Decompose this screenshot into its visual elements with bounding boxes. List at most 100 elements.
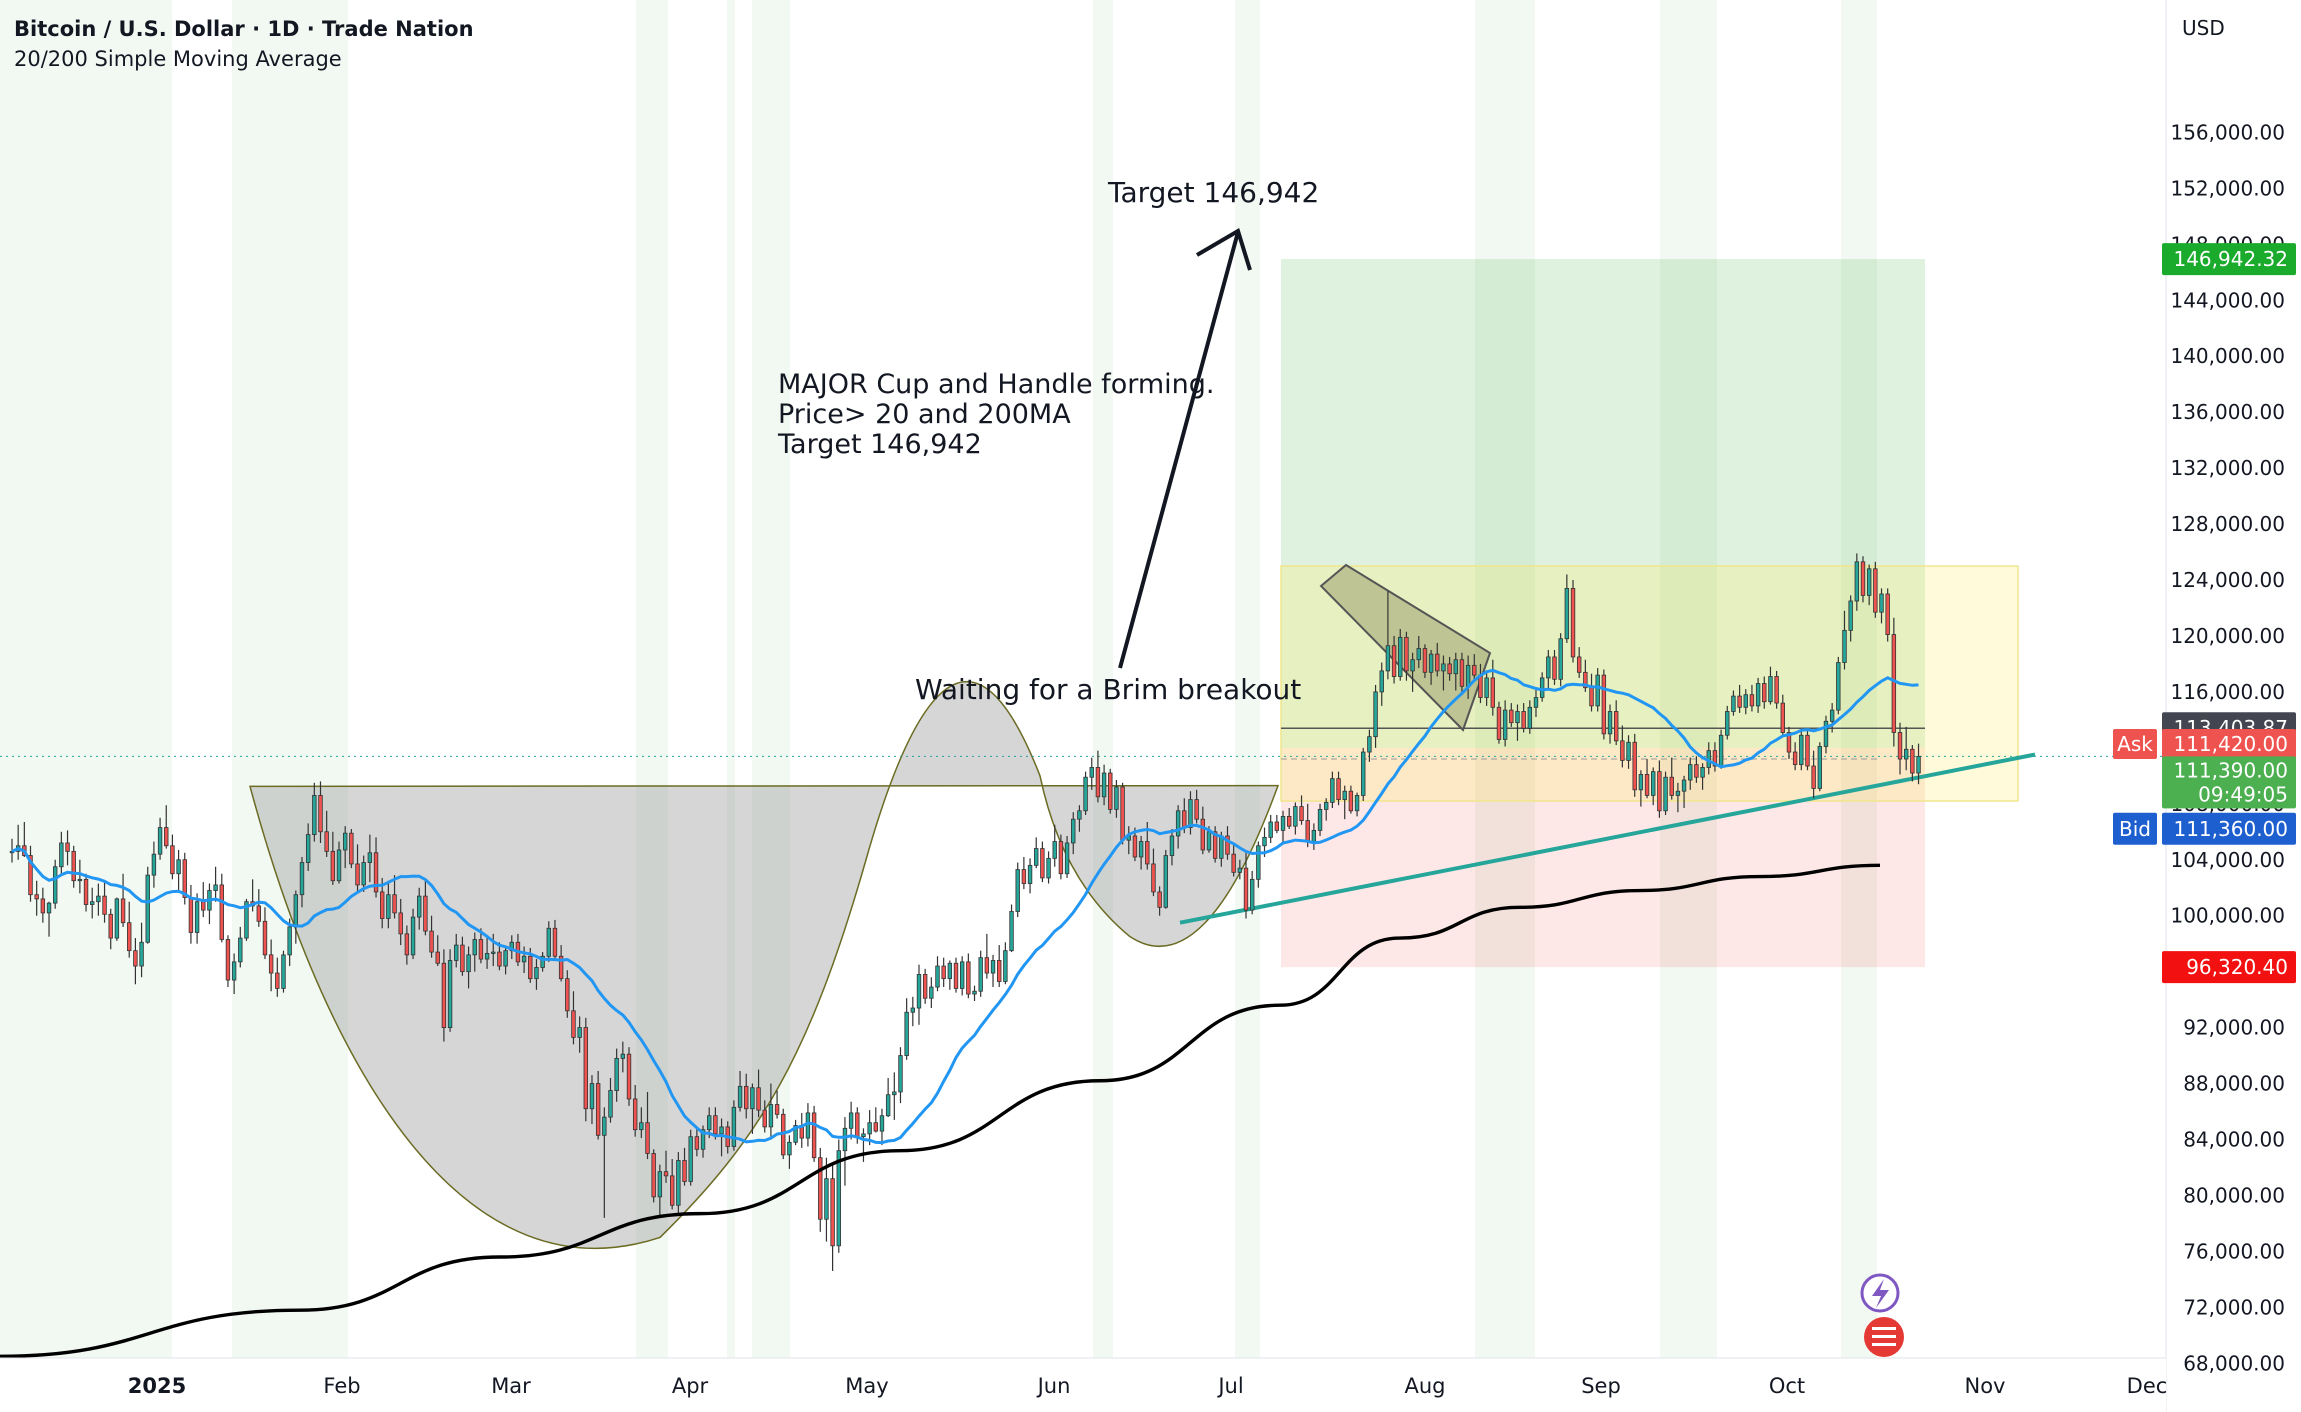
candle-body [1595, 674, 1600, 707]
candle-body [238, 937, 243, 963]
candle-body [959, 961, 965, 989]
candle [1607, 704, 1613, 744]
candle-body [626, 1053, 632, 1100]
candle-body [1293, 806, 1298, 827]
candle-body [194, 901, 200, 933]
time-tick-label: 2025 [128, 1374, 186, 1398]
candle [1737, 684, 1742, 713]
candle [361, 855, 366, 892]
time-axis[interactable]: 2025 Feb Mar Apr May Jun Jul Aug Sep Oct Nov Dec [0, 1357, 2167, 1412]
lightning-icon [1860, 1273, 1900, 1313]
candle [454, 933, 459, 968]
time-tick-label: Nov [1965, 1374, 2006, 1398]
indicator-title[interactable]: 20/200 Simple Moving Average [14, 47, 342, 71]
candle [799, 1112, 804, 1148]
candle [1040, 841, 1045, 883]
candle-body [1515, 711, 1520, 724]
candle-body [157, 827, 163, 855]
candle-body [1903, 748, 1909, 760]
candle-body [65, 842, 70, 852]
symbol-title[interactable]: Bitcoin / U.S. Dollar · 1D · Trade Natio… [14, 17, 474, 41]
candle [694, 1126, 700, 1157]
candle-body [423, 895, 428, 932]
candle-body [997, 960, 1002, 982]
candle-body [836, 1150, 841, 1247]
candle [1601, 669, 1607, 740]
candle [182, 852, 187, 905]
candle [879, 1108, 885, 1146]
candle [386, 880, 391, 929]
candle-body [1817, 746, 1823, 789]
candle [268, 939, 274, 992]
candle-body [1052, 841, 1057, 859]
candle-body [602, 1116, 607, 1136]
candle-body [145, 874, 150, 943]
candle-body [1175, 810, 1181, 837]
analysis-text-line: Price> 20 and 200MA [778, 399, 1071, 430]
candle-body [528, 955, 533, 980]
candle [46, 901, 52, 937]
candle-body [1009, 911, 1014, 952]
candle [1688, 757, 1693, 790]
candle [1564, 574, 1570, 643]
candle-body [1533, 697, 1539, 708]
candle-body [1885, 593, 1890, 635]
candle-body [589, 1083, 595, 1110]
price-axis[interactable]: USD156,000.00152,000.00148,000.00144,000… [1860, 0, 2301, 1412]
highlight-band [1235, 0, 1260, 1358]
candle-body [133, 950, 138, 967]
candle-body [244, 901, 249, 939]
candle-body [540, 955, 545, 968]
candle-body [219, 884, 224, 940]
candle [922, 968, 928, 1004]
candle-body [1860, 561, 1866, 596]
candle-body [1521, 711, 1526, 729]
candle [1811, 750, 1816, 799]
analysis-text-line: MAJOR Cup and Handle forming. [778, 369, 1214, 400]
candle [1361, 747, 1366, 802]
candle-body [1354, 795, 1360, 812]
candle [127, 901, 132, 958]
candle-body [552, 927, 558, 957]
candle [1379, 662, 1384, 706]
candle [620, 1041, 626, 1073]
candle [941, 957, 946, 988]
stop-price-tag-text: 96,320.40 [2186, 955, 2288, 979]
candle [1681, 775, 1687, 808]
candle-body [885, 1094, 891, 1117]
candle [1342, 785, 1347, 820]
candle-body [102, 895, 107, 915]
candle-body [1348, 790, 1354, 812]
candle [77, 859, 83, 894]
candle-body [941, 965, 946, 980]
ask-label: Ask [2117, 732, 2153, 756]
price-tick-label: 88,000.00 [2183, 1072, 2285, 1096]
candle-body [1330, 778, 1335, 803]
candle-body [1398, 636, 1403, 677]
support-trendline [1179, 752, 2036, 925]
candle [1885, 588, 1890, 642]
candle-body [1583, 671, 1588, 689]
candle [417, 887, 422, 930]
candle [565, 970, 570, 1018]
candle [768, 1083, 774, 1140]
candle-body [231, 961, 237, 981]
candle-body [1373, 691, 1378, 738]
time-tick-label: Aug [1404, 1374, 1445, 1398]
flag-icon-stripe [1872, 1343, 1896, 1346]
candle-body [447, 960, 453, 1029]
candle-body [1114, 786, 1119, 810]
price-tick-label: 92,000.00 [2183, 1016, 2285, 1040]
candle [602, 1107, 607, 1218]
candle-body [1589, 687, 1594, 707]
candle [1330, 771, 1335, 808]
highlight-band [1093, 0, 1113, 1358]
candle [552, 919, 558, 960]
price-tick-label: 128,000.00 [2170, 512, 2285, 536]
time-tick-label: Oct [1769, 1374, 1805, 1398]
candle-body [1021, 869, 1027, 884]
candle [429, 915, 434, 958]
candle-body [861, 1133, 866, 1138]
